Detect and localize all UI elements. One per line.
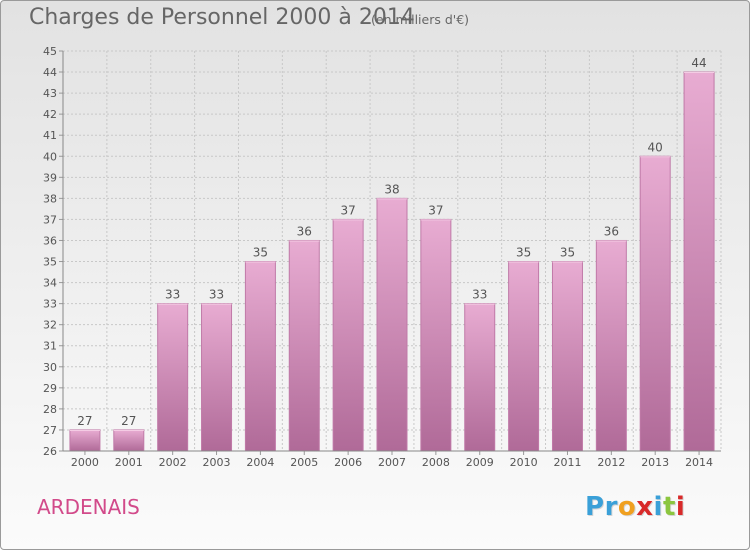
bar-2007 (376, 197, 408, 452)
bar-2009 (464, 303, 496, 452)
x-tick-label: 2013 (641, 456, 669, 469)
bar-2006 (332, 218, 364, 452)
y-tick-label: 44 (43, 66, 57, 79)
bars (69, 71, 715, 452)
y-tick-label: 37 (43, 213, 57, 226)
data-label: 33 (472, 288, 487, 302)
y-tick-label: 27 (43, 424, 57, 437)
commune-name: ARDENAIS (37, 495, 140, 519)
data-label: 36 (604, 224, 619, 238)
x-tick-label: 2000 (71, 456, 99, 469)
logo-letter: r (604, 492, 618, 522)
x-tick-label: 2002 (159, 456, 187, 469)
x-tick-label: 2014 (685, 456, 713, 469)
x-tick-label: 2008 (422, 456, 450, 469)
logo-letter: x (636, 492, 654, 522)
chart-title: Charges de Personnel 2000 à 2014 (29, 5, 415, 30)
bar-2012 (595, 239, 627, 452)
bar-2010 (508, 261, 540, 452)
y-tick-label: 28 (43, 403, 57, 416)
bar-2003 (201, 303, 233, 452)
data-label: 36 (297, 224, 312, 238)
bar-2014 (683, 71, 715, 452)
bar-2005 (288, 239, 320, 452)
data-label: 40 (648, 140, 663, 154)
data-label: 33 (165, 288, 180, 302)
data-label: 35 (516, 246, 531, 260)
labels: 26 27 28 29 30 31 32 33 34 35 36 37 38 39 40 41 42 43 44 45… (43, 45, 713, 469)
y-tick-label: 33 (43, 298, 57, 311)
y-tick-label: 29 (43, 382, 57, 395)
bar-2013 (639, 155, 671, 452)
x-tick-label: 2010 (510, 456, 538, 469)
y-tick-label: 30 (43, 361, 57, 374)
data-label: 35 (560, 246, 575, 260)
x-tick-label: 2009 (466, 456, 494, 469)
y-tick-label: 40 (43, 150, 57, 163)
y-tick-label: 34 (43, 277, 57, 290)
bar-2002 (157, 303, 189, 452)
data-label: 33 (209, 288, 224, 302)
y-tick-label: 38 (43, 192, 57, 205)
y-tick-label: 26 (43, 445, 57, 458)
bar-2000 (69, 429, 101, 452)
y-tick-label: 32 (43, 319, 57, 332)
bar-2011 (551, 261, 583, 452)
y-tick-label: 39 (43, 171, 57, 184)
x-tick-label: 2011 (553, 456, 581, 469)
x-tick-label: 2004 (246, 456, 274, 469)
x-tick-label: 2003 (203, 456, 231, 469)
logo-letter: o (617, 492, 637, 522)
bar-2001 (113, 429, 145, 452)
y-tick-label: 43 (43, 87, 57, 100)
x-tick-label: 2007 (378, 456, 406, 469)
logo-letter: i (653, 492, 663, 522)
logo-letter: i (675, 492, 686, 522)
y-tick-label: 45 (43, 45, 57, 58)
proxiti-logo[interactable]: Proxiti (585, 492, 685, 522)
data-label: 37 (340, 203, 355, 217)
y-tick-label: 36 (43, 234, 57, 247)
bar-2008 (420, 218, 452, 452)
data-label: 27 (121, 414, 136, 428)
y-tick-label: 42 (43, 108, 57, 121)
axes (59, 50, 721, 455)
x-tick-label: 2005 (290, 456, 318, 469)
data-label: 38 (384, 182, 399, 196)
y-tick-label: 31 (43, 340, 57, 353)
x-tick-label: 2012 (597, 456, 625, 469)
data-label: 44 (691, 56, 706, 70)
y-tick-label: 35 (43, 256, 57, 269)
x-tick-label: 2006 (334, 456, 362, 469)
data-label: 37 (428, 203, 443, 217)
y-tick-label: 41 (43, 129, 57, 142)
x-tick-label: 2001 (115, 456, 143, 469)
chart-subtitle: (en milliers d'€) (371, 12, 470, 27)
logo-letter: t (662, 492, 676, 522)
logo-letter: P (585, 492, 605, 522)
bar-2004 (244, 261, 276, 452)
data-label: 27 (77, 414, 92, 428)
data-label: 35 (253, 246, 268, 260)
